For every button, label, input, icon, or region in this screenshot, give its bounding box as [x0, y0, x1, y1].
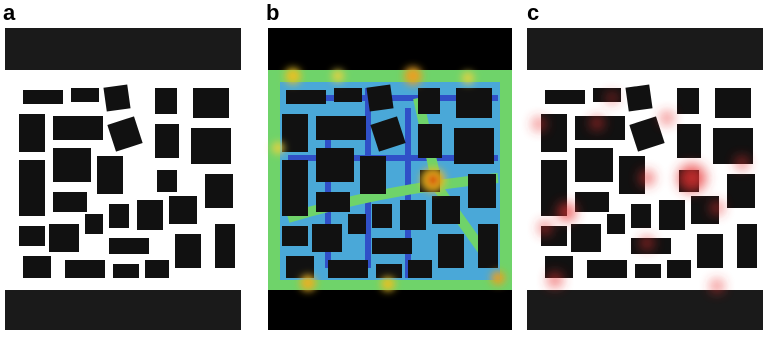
figure: a b — [0, 0, 763, 345]
panel-b — [268, 28, 512, 330]
panel-label: c — [527, 0, 539, 25]
panel-label: a — [3, 0, 16, 25]
panel-label: b — [266, 0, 279, 25]
panel-c — [527, 28, 763, 330]
panel-a — [5, 28, 241, 330]
